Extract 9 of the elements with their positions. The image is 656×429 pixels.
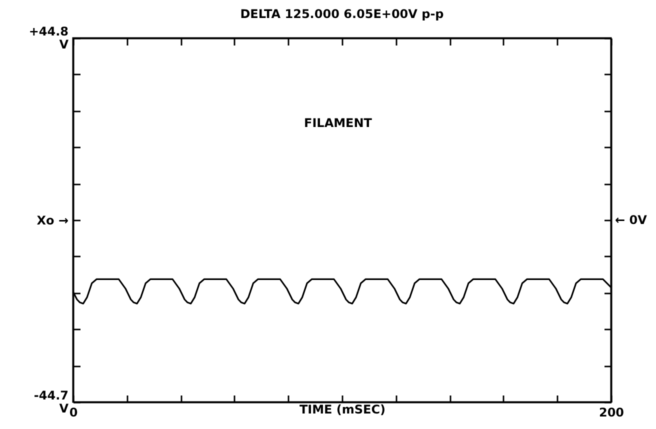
x-tick-label: 0 [69,406,78,420]
x-axis-title: TIME (mSEC) [299,402,386,416]
chart-title: DELTA 125.000 6.05E+00V p-p [240,7,444,21]
y-tick-label: Xo → [36,214,68,228]
y-tick-label: +44.8 V [28,24,70,52]
y-tick-label: -44.7 V [34,388,70,416]
x-tick-label: 200 [598,406,624,420]
annotation: FILAMENT [304,116,373,130]
text: ← 0V [615,213,648,227]
